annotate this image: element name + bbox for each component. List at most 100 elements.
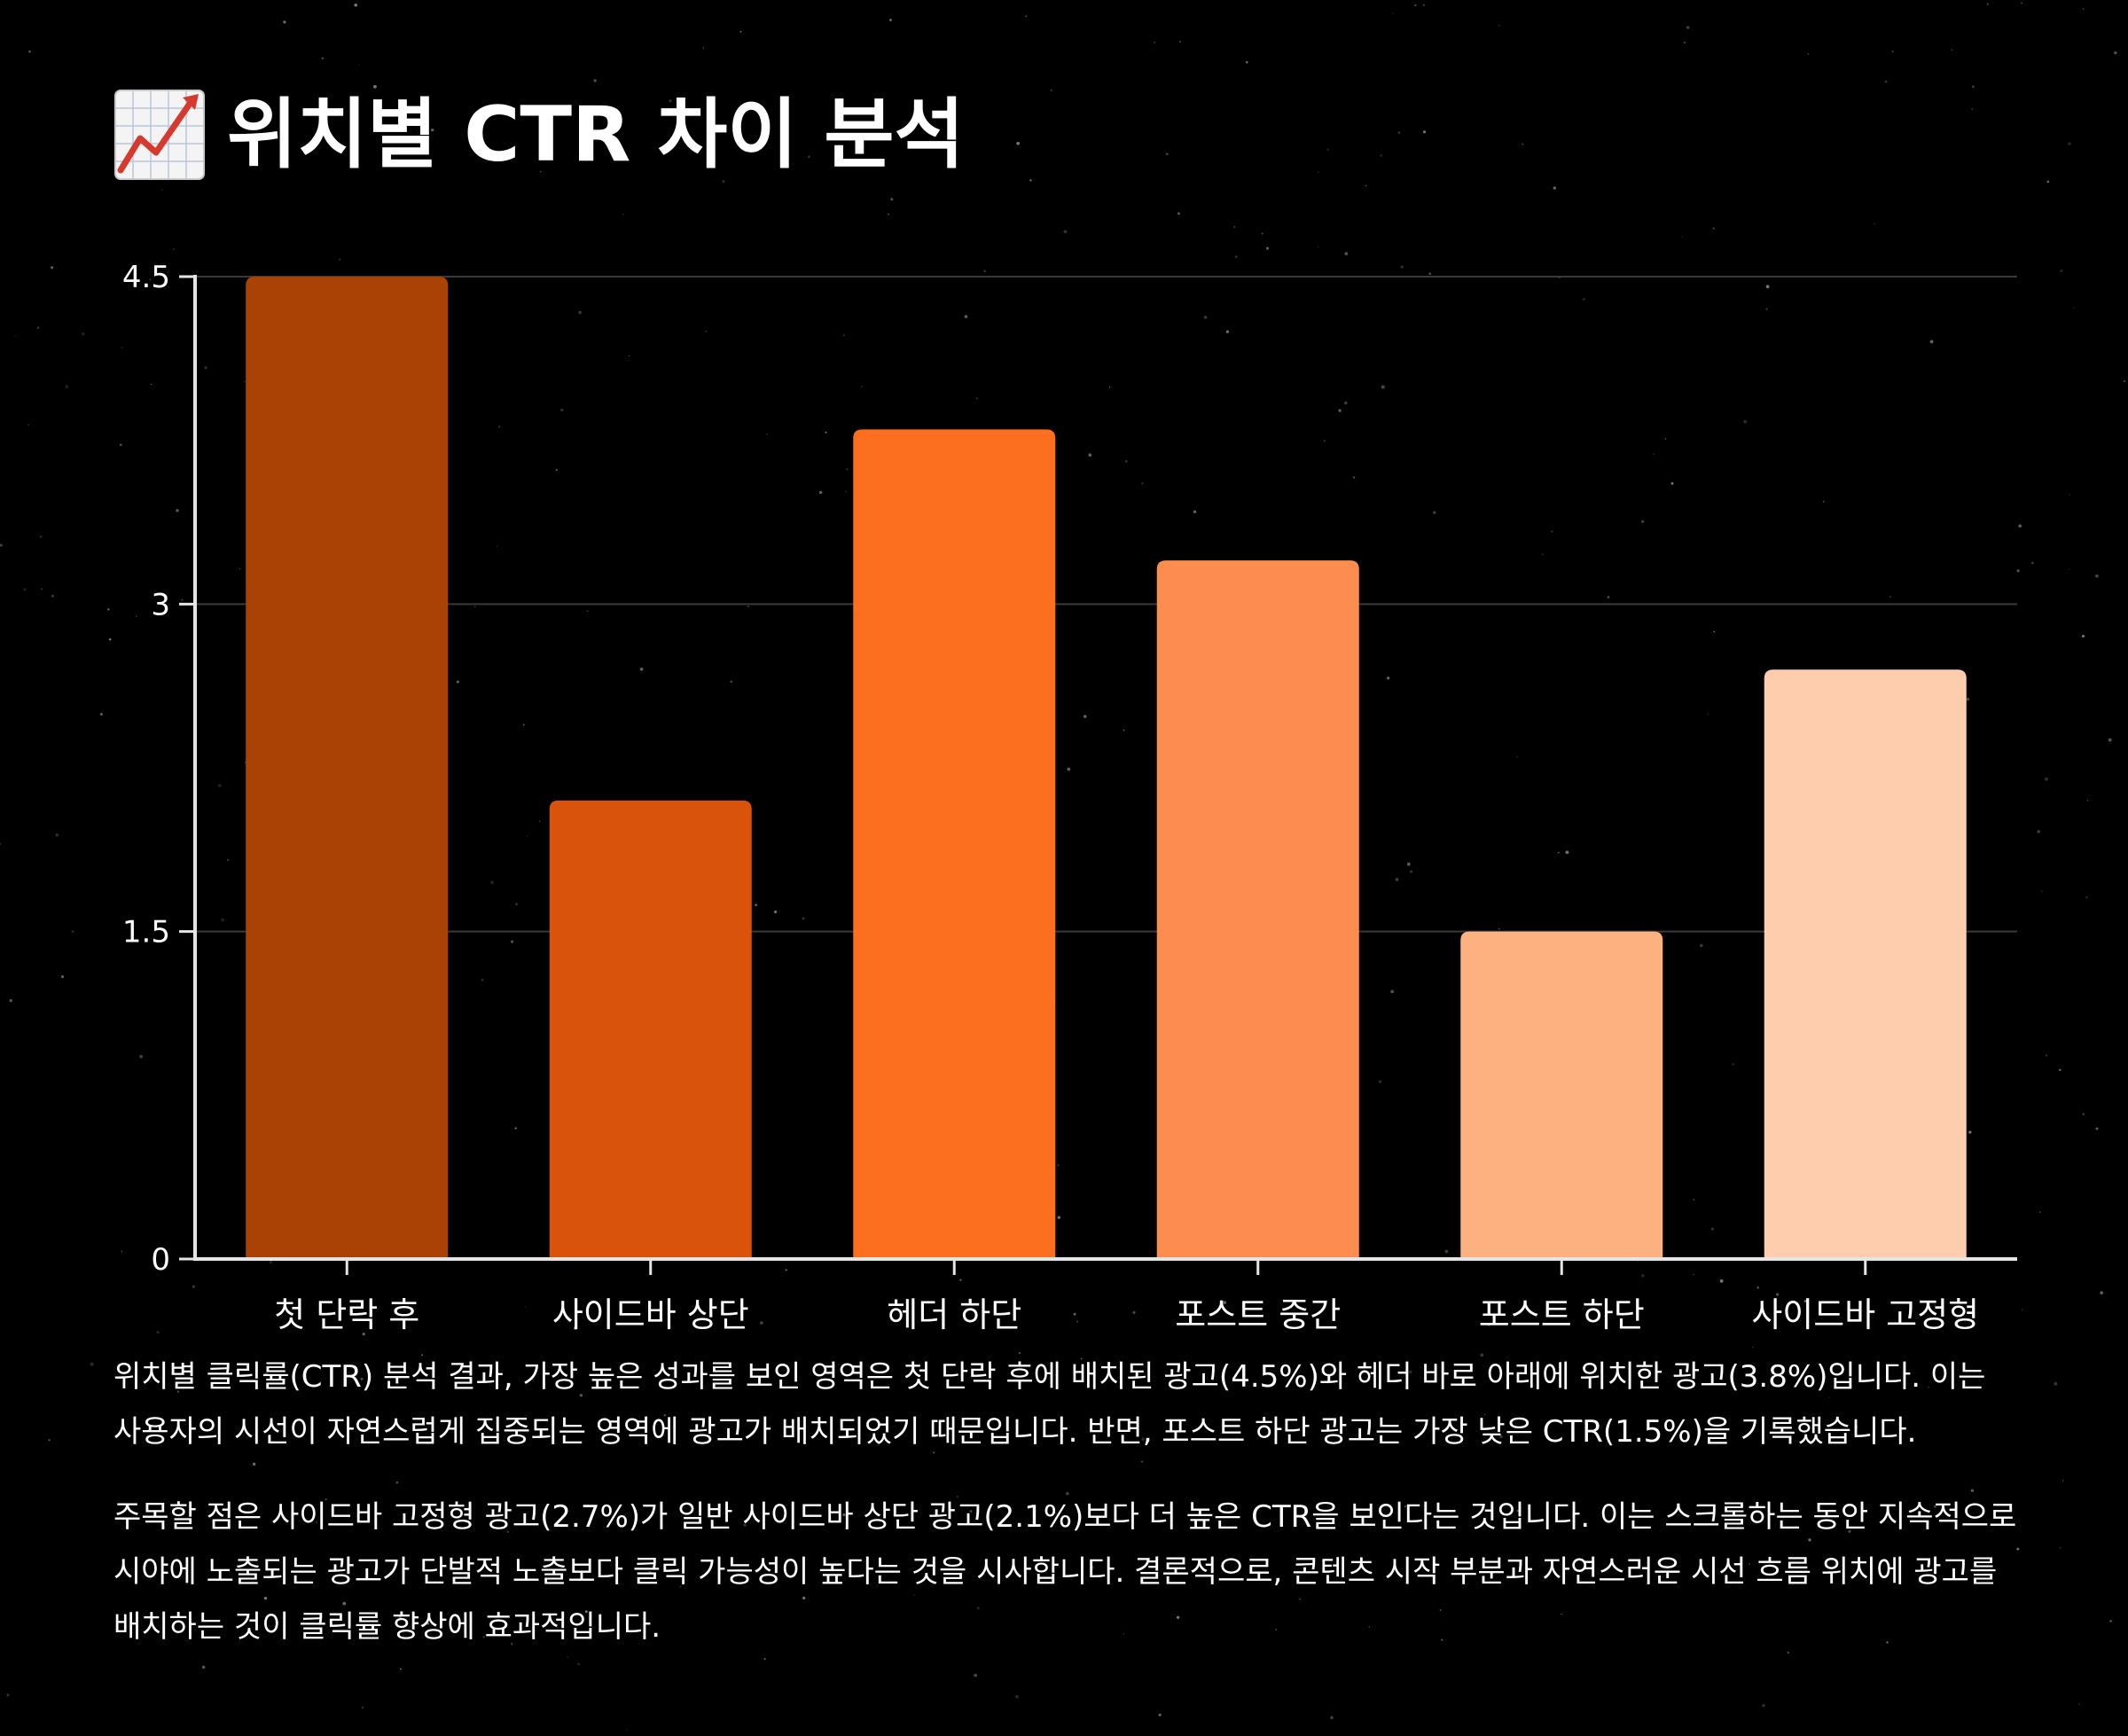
star-dot: [1378, 1080, 1382, 1083]
star-dot: [1395, 878, 1399, 881]
star-dot: [1516, 755, 1519, 758]
star-dot: [1886, 1641, 1889, 1644]
star-dot: [887, 213, 889, 215]
star-dot: [28, 51, 31, 53]
star-dot: [1176, 1615, 1180, 1619]
star-dot: [1710, 1227, 1714, 1231]
star-dot: [760, 1321, 763, 1325]
star-dot: [161, 189, 163, 191]
star-dot: [1428, 272, 1432, 276]
star-dot: [1542, 553, 1544, 555]
star-dot: [1083, 715, 1087, 718]
star-dot: [244, 380, 246, 383]
star-dot: [584, 1610, 588, 1614]
star-dot: [1015, 1694, 1019, 1699]
star-dot: [283, 20, 286, 24]
star-dot: [173, 248, 175, 250]
star-dot: [2114, 51, 2117, 55]
star-dot: [1699, 943, 1703, 948]
star-dot: [1141, 1437, 1145, 1441]
star-dot: [456, 680, 459, 684]
star-dot: [506, 1530, 510, 1533]
star-dot: [1344, 252, 1349, 255]
star-dot: [556, 1626, 559, 1629]
star-dot: [1338, 409, 1342, 412]
star-dot: [1582, 297, 1585, 301]
star-dot: [358, 64, 360, 66]
star-dot: [2062, 1480, 2064, 1482]
star-dot: [1607, 596, 1610, 599]
star-dot: [1432, 511, 1436, 514]
star-dot: [1365, 184, 1367, 187]
star-dot: [1397, 131, 1401, 134]
star-dot: [1971, 108, 1973, 110]
star-dot: [263, 1597, 268, 1600]
star-dot: [2020, 2, 2023, 4]
star-dot: [2059, 1546, 2062, 1549]
star-dot: [774, 910, 778, 914]
star-dot: [1406, 862, 1411, 866]
star-dot: [39, 535, 43, 538]
star-dot: [1803, 1300, 1807, 1302]
star-dot: [1422, 130, 1427, 134]
bar: [1460, 931, 1663, 1259]
star-dot: [2081, 634, 2085, 638]
star-dot: [48, 1439, 51, 1442]
star-dot: [1765, 285, 1770, 289]
bar: [853, 429, 1056, 1259]
y-tick-label: 1.5: [122, 915, 170, 950]
y-tick-label: 3: [151, 587, 170, 622]
star-dot: [361, 1706, 364, 1709]
star-dot: [593, 79, 597, 82]
star-dot: [560, 408, 564, 412]
star-dot: [156, 1331, 160, 1334]
star-dot: [818, 490, 823, 495]
star-dot: [1848, 1529, 1851, 1533]
star-dot: [1889, 596, 1891, 598]
star-dot: [252, 1462, 256, 1466]
star-dot: [522, 723, 525, 726]
star-dot: [192, 1285, 196, 1288]
star-dot: [1381, 385, 1385, 389]
star-dot: [1233, 225, 1236, 229]
star-dot: [1057, 1216, 1061, 1219]
star-dot: [976, 1607, 980, 1610]
star-dot: [626, 1729, 628, 1731]
star-dot: [325, 1497, 327, 1501]
star-dot: [1223, 1301, 1227, 1304]
star-dot: [1929, 340, 1934, 344]
page-header: 위치별 CTR 차이 분석: [113, 82, 965, 188]
star-dot: [1423, 4, 1425, 6]
star-dot: [489, 880, 494, 885]
star-dot: [932, 1451, 935, 1454]
star-dot: [1063, 230, 1068, 234]
star-dot: [1018, 1352, 1021, 1355]
star-dot: [6, 1693, 10, 1697]
star-dot: [1681, 236, 1684, 238]
star-dot: [808, 155, 810, 159]
star-dot: [150, 383, 153, 386]
star-dot: [400, 1668, 402, 1670]
star-dot: [1776, 1293, 1780, 1296]
star-dot: [1874, 223, 1875, 225]
star-dot: [1158, 1713, 1162, 1716]
star-dot: [71, 930, 74, 934]
x-tick-label: 포스트 중간: [1175, 1295, 1341, 1334]
star-dot: [120, 443, 122, 447]
star-dot: [41, 588, 43, 590]
star-dot: [890, 198, 894, 201]
star-dot: [1762, 1704, 1765, 1708]
star-dot: [577, 1662, 580, 1666]
star-dot: [354, 4, 357, 7]
bar: [246, 277, 449, 1259]
star-dot: [395, 1481, 399, 1484]
star-dot: [639, 667, 644, 671]
star-dot: [372, 84, 377, 89]
star-dot: [1828, 1396, 1831, 1398]
star-dot: [1484, 1413, 1486, 1416]
star-dot: [574, 1326, 577, 1330]
star-dot: [1439, 1609, 1442, 1611]
star-dot: [983, 270, 986, 273]
star-dot: [65, 385, 69, 388]
y-tick-label: 0: [151, 1242, 170, 1278]
